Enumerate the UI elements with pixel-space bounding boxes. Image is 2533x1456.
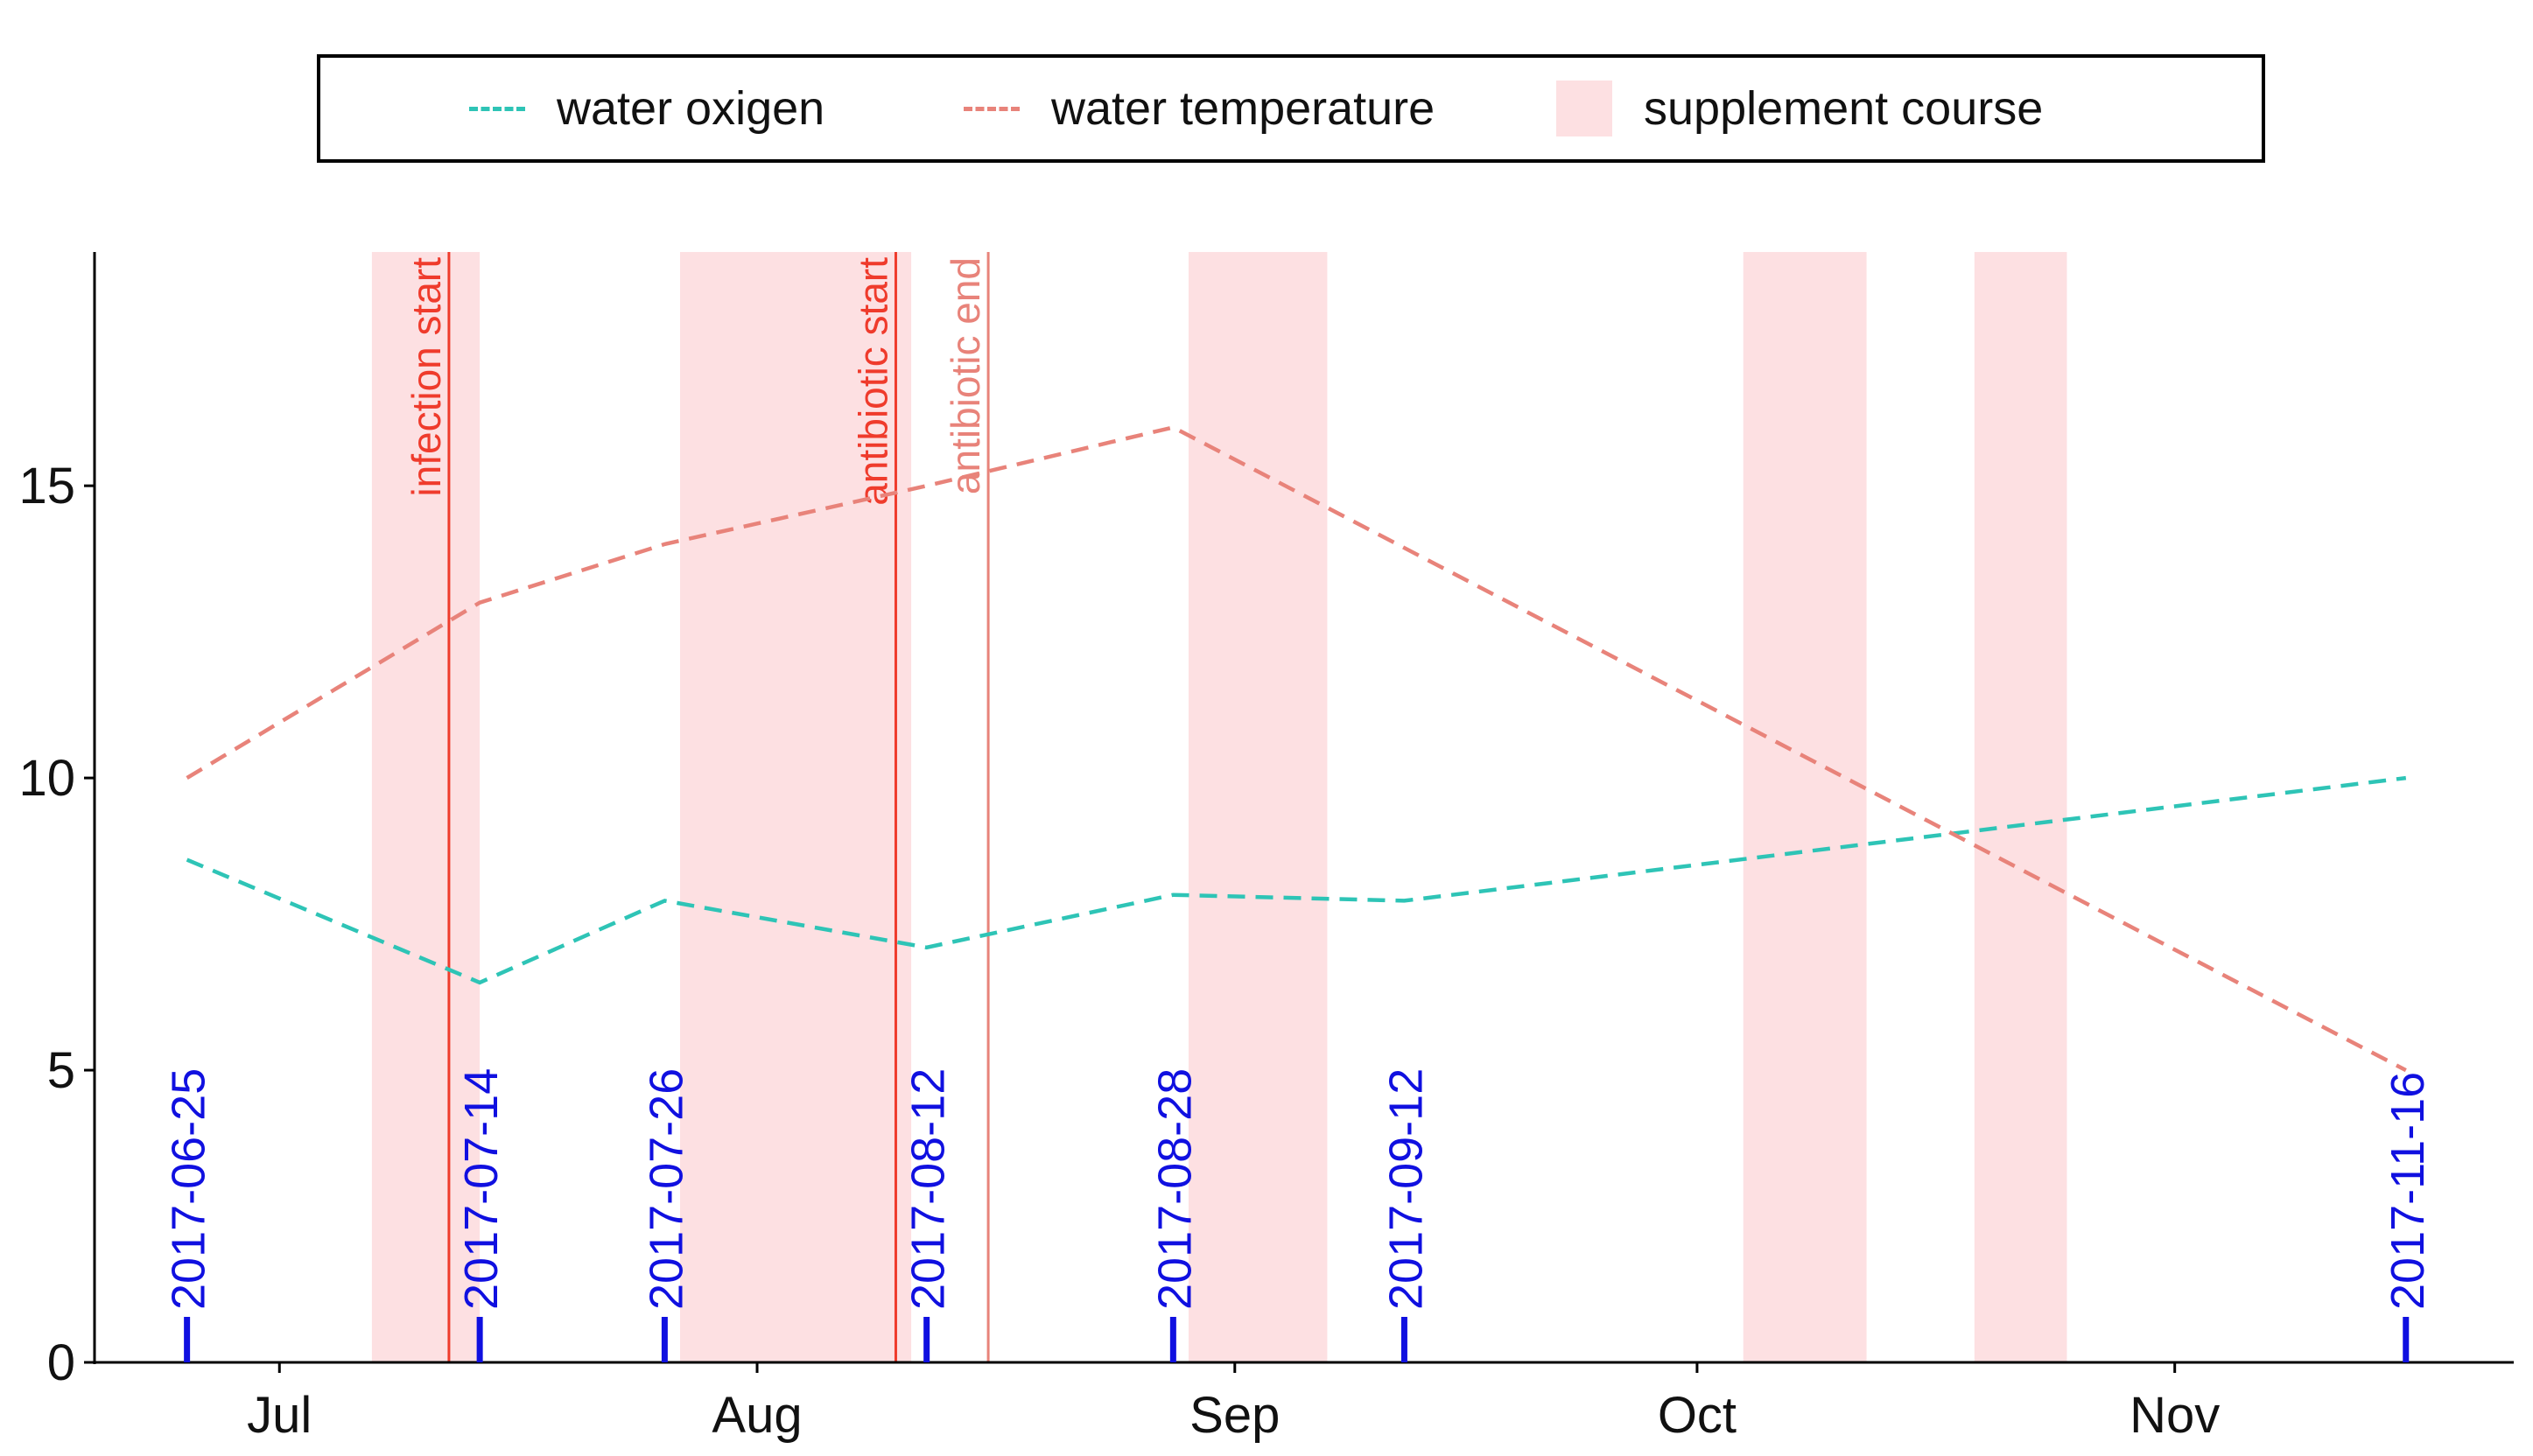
- legend-swatch-supplement-course: [1556, 80, 1612, 136]
- event-label-2: antibiotic start: [850, 257, 895, 506]
- y-tick-label-5: 5: [47, 1042, 75, 1099]
- supplement-band-5: [1974, 252, 2067, 1362]
- y-tick-label-15: 15: [18, 458, 75, 514]
- supplement-band-1: [371, 252, 481, 1362]
- event-label-3: antibiotic end: [943, 257, 988, 494]
- legend-label-water-oxigen: water oxigen: [557, 82, 825, 135]
- legend-label-water-temperature: water temperature: [1051, 82, 1435, 135]
- legend-swatch-water-temperature: [964, 106, 1020, 111]
- sampling-label-2017-06-25: 2017-06-25: [163, 1068, 215, 1310]
- x-tick-label-oct: Oct: [1658, 1387, 1737, 1444]
- supplement-band-2: [679, 252, 912, 1362]
- supplement-band-4: [1743, 252, 1867, 1362]
- sampling-label-2017-09-12: 2017-09-12: [1379, 1068, 1432, 1310]
- supplement-band-3: [1188, 252, 1328, 1362]
- y-tick-label-0: 0: [47, 1334, 75, 1391]
- event-label-1: infection start: [403, 257, 449, 497]
- legend-item-water-temperature: water temperature: [964, 58, 1435, 159]
- sampling-label-2017-11-16: 2017-11-16: [2382, 1072, 2434, 1310]
- x-tick-label-aug: Aug: [712, 1387, 802, 1444]
- series-line-water-oxigen: [186, 775, 2407, 985]
- legend-item-supplement-course: supplement course: [1556, 58, 2043, 159]
- legend-label-supplement-course: supplement course: [1644, 82, 2044, 135]
- sampling-label-2017-07-26: 2017-07-26: [640, 1068, 692, 1310]
- series-line-water-temperature: [186, 425, 2407, 1073]
- legend-item-water-oxigen: water oxigen: [469, 58, 824, 159]
- x-tick-label-nov: Nov: [2130, 1387, 2220, 1444]
- sampling-label-2017-08-28: 2017-08-28: [1148, 1068, 1201, 1310]
- legend: water oxigen water temperature supplemen…: [317, 54, 2265, 163]
- x-tick-label-sep: Sep: [1189, 1387, 1280, 1444]
- legend-swatch-water-oxigen: [469, 106, 525, 111]
- x-tick-label-jul: Jul: [247, 1387, 312, 1444]
- sampling-label-2017-07-14: 2017-07-14: [455, 1068, 508, 1310]
- sampling-label-2017-08-12: 2017-08-12: [902, 1068, 955, 1310]
- y-tick-label-10: 10: [18, 750, 75, 807]
